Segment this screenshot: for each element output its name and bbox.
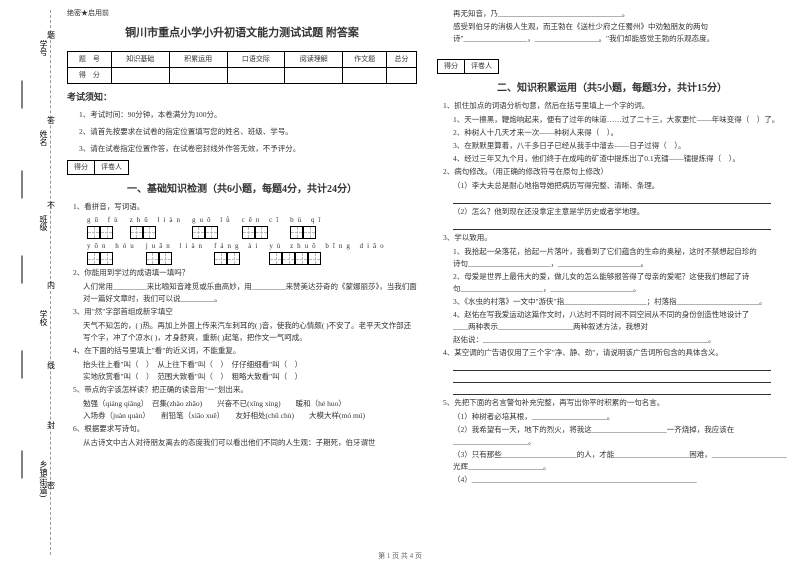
answer-line — [453, 373, 771, 383]
py: yù zhuō bīng diāo — [269, 241, 387, 252]
td — [111, 67, 169, 83]
pinyin-row2: yōn hóu juān liàn fáng ài yù zhuō bīng d… — [67, 241, 417, 265]
sb-score: 得分 — [68, 161, 95, 174]
seal-char: 答 — [47, 115, 55, 126]
py: bù qī — [290, 215, 324, 226]
answer-line — [453, 194, 771, 204]
sb-grader: 评卷人 — [465, 60, 498, 73]
th: 知识基础 — [111, 51, 169, 67]
r-q2-item: （1）李大夫总是耐心地指导她把病历写得完整、清晰、条理。 — [437, 180, 787, 192]
r-q1-item: 1、天一擦黑，鞭炮响起来，便有了过年的味道……过了二十三，大家更忙——年味变得（… — [437, 114, 787, 126]
th: 题 号 — [68, 51, 112, 67]
label-school: 学校 — [38, 310, 49, 326]
th: 阅读理解 — [285, 51, 343, 67]
notice-item: 1、考试时间：90分钟，本卷满分为100分。 — [67, 109, 417, 121]
q4-items: 抬头往上看"叫（ ） 从上往下看"叫（ ） 仔仔细细看"叫（ ） 实地欣赏看"叫… — [67, 359, 417, 383]
page-footer: 第 1 页 共 4 页 — [0, 551, 800, 561]
secret-label: 绝密★启用前 — [67, 8, 417, 19]
r-q3-item: 4、赵佑在写我爱运动这篇作文时，八达时不同时间不同空间从不同的身份创造性地设计了… — [437, 309, 787, 333]
r-q3-tail: 赵佑说：____________________________________… — [437, 334, 787, 346]
section2-title: 二、知识积累运用（共5小题，每题3分，共计15分） — [437, 81, 787, 97]
r-q3-item: 1、我拾起一朵落花，拾起一片落叶，我看到了它们蕴含的生命的奥秘，这时不禁想起自珍… — [437, 246, 787, 270]
right-column: 再无知音，乃_________________________________。… — [437, 8, 787, 565]
notice-item: 2、请首先按要求在试卷的指定位置填写您的姓名、班级、学号。 — [67, 126, 417, 138]
th: 口语交际 — [227, 51, 285, 67]
label-name: 姓名 — [38, 130, 49, 146]
underline — [22, 451, 23, 479]
underline — [22, 256, 23, 284]
score-table: 题 号 知识基础 积累运用 口语交际 阅读理解 作文题 总分 得 分 — [67, 51, 417, 84]
py: zhǔ liàn — [130, 215, 184, 226]
answer-line — [453, 220, 771, 230]
underline — [22, 81, 23, 109]
label-town: 乡镇(街道) — [38, 460, 49, 497]
q5: 5、带点的字该怎样读？把正确的读音用"一"划出来。 — [67, 384, 417, 396]
q3-text: 天气不知怎的，( )热。再加上外面上传来汽车刺耳的( )音，使我的心情颇( )不… — [67, 320, 417, 344]
cont-text2: 感受到伯牙的消极人生观，而王勃在《送杜少府之任蜀州》中劝勉朋友的两句诗"____… — [437, 21, 787, 45]
answer-line — [453, 361, 771, 371]
seal-char: 密 — [47, 480, 55, 491]
q6: 6、根据要求写诗句。 — [67, 423, 417, 435]
r-q1-item: 4、经过三年又九个月，他们终于在成吨的矿渣中提炼出了0.1克镭——镭提炼得（ ）… — [437, 153, 787, 165]
r-q5-item: （2）我希望有一天，地下的烈火，将我这____________________一… — [437, 424, 787, 448]
r-q5-item: （1）种树者必培其根，____________________。 — [437, 411, 787, 423]
py: juān liàn — [146, 241, 206, 252]
r-q5-item: （3）只有那些____________________的人，才能________… — [437, 449, 787, 473]
seal-char: 题 — [47, 30, 55, 41]
r-q4: 4、某空调的广告语仅用了三个字"净、静、劲"，请说明该广告词所包含的具体含义。 — [437, 347, 787, 359]
r-q5: 5、先把下面的名言警句补充完整，再写出你平时积累的一句名言。 — [437, 397, 787, 409]
section1-title: 一、基础知识检测（共6小题，每题4分，共计24分） — [67, 182, 417, 198]
r-q2-item: （2）怎么？他到现在还没拿定主意是学历史或者学地理。 — [437, 206, 787, 218]
q6-text: 从古诗文中古人对待朋友离去的态度我们可以看出他们不同的人生观：子期死，伯牙谓世 — [67, 437, 417, 449]
q3: 3、用"然"字部首组成新字填空 — [67, 306, 417, 318]
exam-title: 铜川市重点小学小升初语文能力测试试题 附答案 — [67, 25, 417, 43]
td: 得 分 — [68, 67, 112, 83]
th: 积累运用 — [169, 51, 227, 67]
py: cēn cī — [242, 215, 283, 226]
notice-item: 3、请在试卷指定位置作答，在试卷密封线外作答无效，不予评分。 — [67, 143, 417, 155]
pinyin-row1: gū fù zhǔ liàn guō lǜ cēn cī bù qī — [67, 215, 417, 239]
q4: 4、在下面的括号里填上"看"的近义词，不能重复。 — [67, 345, 417, 357]
left-column: 绝密★启用前 铜川市重点小学小升初语文能力测试试题 附答案 题 号 知识基础 积… — [67, 8, 417, 565]
sb-score: 得分 — [438, 60, 465, 73]
notice-heading: 考试须知： — [67, 90, 417, 104]
q2: 2、你能用到学过的成语填一填吗？ — [67, 267, 417, 279]
th: 总分 — [387, 51, 417, 67]
py: guō lǜ — [192, 215, 234, 226]
score-mini-box: 得分 评卷人 — [67, 160, 129, 175]
r-q2: 2、病句修改。（用正确的修改符号在原句上修改） — [437, 166, 787, 178]
score-mini-box: 得分 评卷人 — [437, 59, 499, 74]
binding-sidebar: 学号 姓名 班级 学校 乡镇(街道) 题 答 不 内 线 封 密 — [0, 0, 55, 565]
seal-char: 封 — [47, 420, 55, 431]
r-q1-item: 3、在默默里算着，八千多日子已经从我手中溜去——日子过得（ ）。 — [437, 140, 787, 152]
q1: 1、看拼音，写词语。 — [67, 201, 417, 213]
py: gū fù — [87, 215, 122, 226]
r-q3: 3、学以致用。 — [437, 232, 787, 244]
underline — [22, 351, 23, 379]
py: fáng ài — [214, 241, 261, 252]
seal-char: 不 — [47, 200, 55, 211]
cont-text: 再无知音，乃_________________________________。 — [437, 8, 787, 20]
seal-char: 线 — [47, 360, 55, 371]
r-q5-item: （4）_____________________________________… — [437, 474, 787, 486]
th: 作文题 — [343, 51, 387, 67]
seal-char: 内 — [47, 280, 55, 291]
py: yōn hóu — [87, 241, 138, 252]
sb-grader: 评卷人 — [95, 161, 128, 174]
label-class: 班级 — [38, 215, 49, 231]
q5-text: 勉强（qiáng qiǎng） 召集(zhào zhāo) 兴奋不已(xīng … — [67, 398, 417, 422]
r-q1: 1、抓住加点的词语分析句意，然后在括号里填上一个字的词。 — [437, 100, 787, 112]
q2-text: 人们常用_________来比喻知音难觅或乐曲高妙，用_________来赞美达… — [67, 281, 417, 305]
answer-line — [453, 385, 771, 395]
r-q3-item: 3、《水虫的村落》一文中"游侠"指______________________；… — [437, 296, 787, 308]
underline — [22, 171, 23, 199]
r-q3-item: 2、母爱是世界上最伟大的爱，做儿女的怎么能够报答得了母亲的爱呢？这使我们想起了诗… — [437, 271, 787, 295]
label-studentno: 学号 — [38, 40, 49, 56]
r-q1-item: 2、种树人十几天才来一次——种树人来得（ ）。 — [437, 127, 787, 139]
